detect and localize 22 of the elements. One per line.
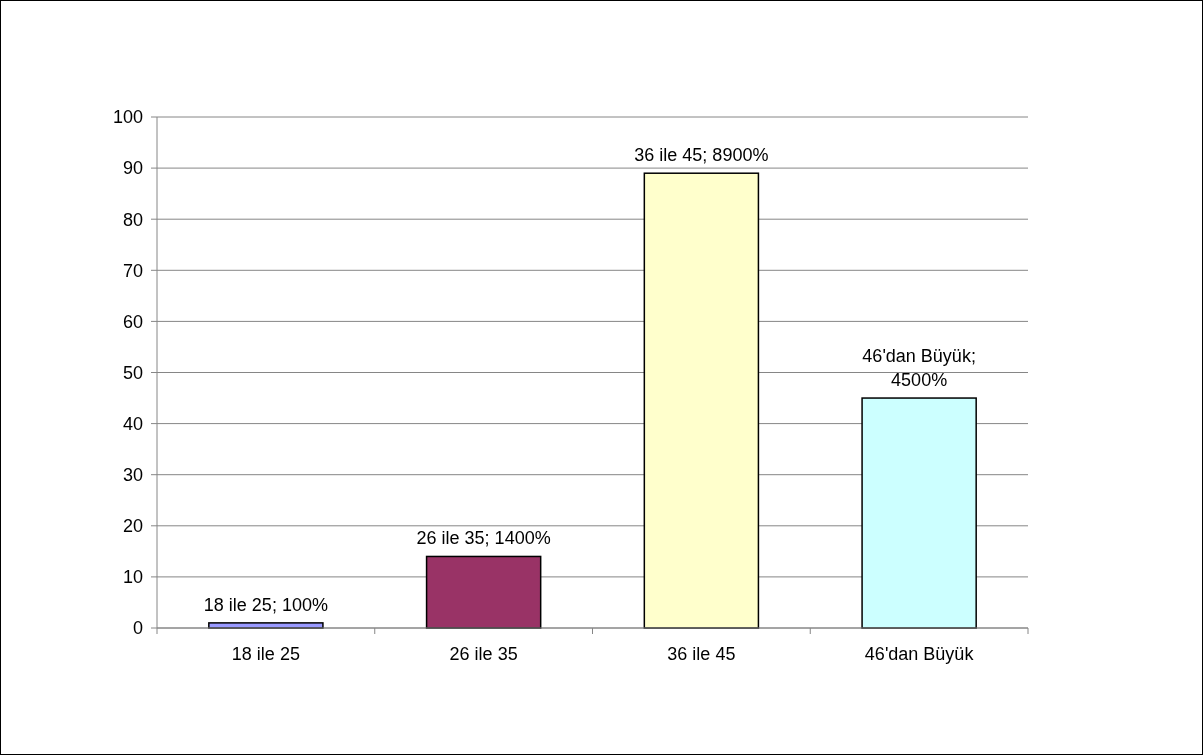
x-tick-label: 36 ile 45 xyxy=(667,644,736,664)
y-tick-label: 0 xyxy=(132,618,143,639)
data-label: 36 ile 45; 8900% xyxy=(634,145,769,166)
y-tick-label: 90 xyxy=(122,158,143,179)
y-tick-label: 100 xyxy=(112,107,143,128)
y-tick-label: 40 xyxy=(122,413,143,434)
data-label: 18 ile 25; 100% xyxy=(203,594,328,615)
y-tick-label: 70 xyxy=(122,260,143,281)
x-tick-label: 26 ile 35 xyxy=(449,644,518,664)
y-tick-label: 80 xyxy=(122,209,143,230)
y-tick-label: 20 xyxy=(122,516,143,537)
x-tick-label: 18 ile 25 xyxy=(231,644,300,664)
x-tick-label: 46'dan Büyük xyxy=(864,644,975,664)
bar xyxy=(643,172,760,629)
y-tick-label: 50 xyxy=(122,362,143,383)
bar xyxy=(861,397,977,629)
data-label: 26 ile 35; 1400% xyxy=(416,528,551,549)
y-tick-label: 60 xyxy=(122,311,143,332)
data-label: 46'dan Büyük; 4500% xyxy=(862,346,976,391)
bar xyxy=(425,555,542,629)
y-tick-label: 10 xyxy=(122,567,143,588)
y-tick-label: 30 xyxy=(122,465,143,485)
